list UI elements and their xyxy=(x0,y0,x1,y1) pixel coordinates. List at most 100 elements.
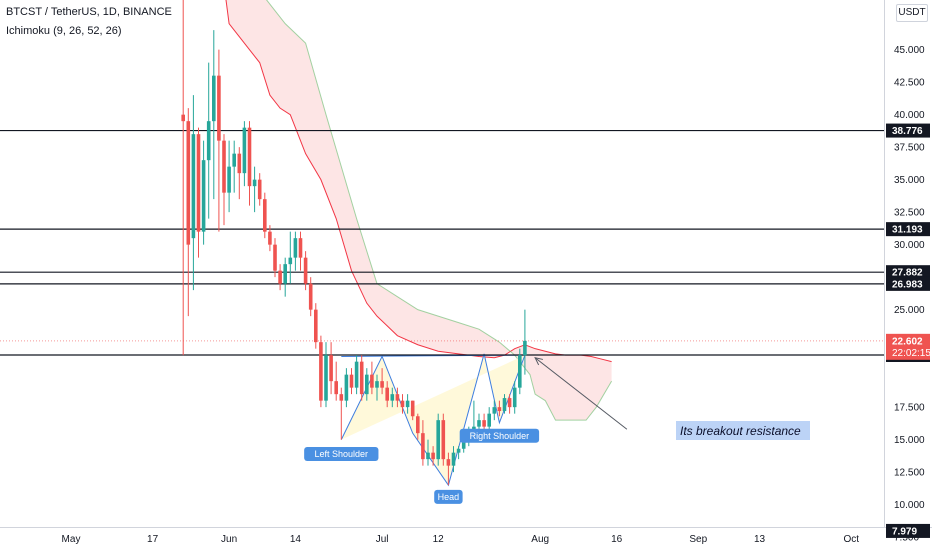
candle-body xyxy=(319,342,323,401)
time-tick-label: May xyxy=(62,534,81,545)
candle-body xyxy=(334,381,338,395)
candle-body xyxy=(263,199,267,232)
price-tick-label: 42.500 xyxy=(894,78,925,89)
candle-body xyxy=(426,452,430,460)
candle xyxy=(492,400,497,421)
candle xyxy=(518,348,522,395)
candle-body xyxy=(523,340,527,356)
price-tick-label: 40.000 xyxy=(894,110,925,121)
candle xyxy=(263,192,267,239)
candle xyxy=(365,368,369,401)
level-label-bg xyxy=(886,123,930,138)
annotation-note: Its breakout resistance xyxy=(676,421,810,440)
level-label-bg xyxy=(886,222,930,237)
time-tick-label: Sep xyxy=(689,534,707,545)
time-tick-label: 12 xyxy=(433,534,445,545)
pattern-label: Right Shoulder xyxy=(459,428,540,443)
candle-body xyxy=(416,416,420,434)
price-tick-label: 32.500 xyxy=(894,208,925,219)
annotation-arrowhead xyxy=(534,357,544,366)
candle-body xyxy=(507,398,512,408)
candle-body xyxy=(217,75,221,141)
candle-body xyxy=(201,160,206,232)
candle-body xyxy=(283,264,287,284)
candle xyxy=(441,413,446,466)
candle-body xyxy=(186,121,191,245)
candle-body xyxy=(227,166,231,193)
candle-body xyxy=(298,238,303,258)
indicator-legend[interactable]: Ichimoku (9, 26, 52, 26) xyxy=(4,24,124,38)
candle-body xyxy=(497,407,502,412)
level-price-label: 31.193 xyxy=(886,222,930,237)
candle xyxy=(237,147,242,200)
candle-body xyxy=(492,407,497,414)
candle xyxy=(232,140,236,193)
candle-body xyxy=(451,452,456,466)
candle-body xyxy=(293,238,298,258)
candle xyxy=(405,394,410,414)
level-label-text: 31.193 xyxy=(892,225,923,236)
candle xyxy=(293,231,298,271)
candle-body xyxy=(314,309,318,343)
level-price-label: 27.882 xyxy=(886,265,930,280)
candle-body xyxy=(512,387,517,408)
candle-body xyxy=(385,387,389,401)
candle xyxy=(502,394,507,414)
candle-body xyxy=(222,140,226,193)
candle-body xyxy=(212,75,216,122)
price-tick-label: 45.000 xyxy=(894,45,925,56)
price-tick-label: 35.000 xyxy=(894,175,925,186)
candle-body xyxy=(206,121,211,161)
candle xyxy=(303,251,308,291)
time-tick-label: Jul xyxy=(376,534,389,545)
candle-body xyxy=(354,361,359,388)
price-tick-label: 37.500 xyxy=(894,143,925,154)
candle-body xyxy=(303,257,308,284)
candle xyxy=(283,257,287,297)
candle xyxy=(344,368,349,408)
candle xyxy=(416,413,420,440)
candle xyxy=(451,446,456,473)
candle-body xyxy=(242,127,247,174)
candle xyxy=(385,381,389,408)
cloud-span-a-line xyxy=(266,0,613,421)
candle-body xyxy=(349,374,354,388)
last-price-bg xyxy=(886,333,930,360)
candle xyxy=(523,309,527,375)
candle-body xyxy=(405,400,410,408)
candle-body xyxy=(482,420,486,427)
candle xyxy=(181,0,185,356)
candle xyxy=(410,400,415,421)
candle xyxy=(319,335,323,408)
candle xyxy=(456,446,461,460)
candle xyxy=(268,225,272,252)
candle xyxy=(421,420,425,466)
candle xyxy=(339,387,344,440)
candle-body xyxy=(232,153,236,167)
time-tick-label: Oct xyxy=(844,534,860,545)
currency-button[interactable]: USDT xyxy=(896,4,928,22)
time-tick-label: 13 xyxy=(754,534,766,545)
level-label-bg xyxy=(886,276,930,291)
pattern-label-text: Right Shoulder xyxy=(470,431,530,441)
price-tick-label: 17.500 xyxy=(894,403,925,414)
candle-body xyxy=(390,394,395,401)
candle-body xyxy=(436,420,440,460)
candle xyxy=(288,231,293,284)
candle-body xyxy=(395,394,400,401)
candle xyxy=(191,95,196,291)
candle-body xyxy=(487,413,491,427)
candle-body xyxy=(288,257,293,265)
candle-body xyxy=(380,381,384,388)
candle xyxy=(395,387,400,408)
candle xyxy=(227,140,231,213)
candle xyxy=(201,140,206,245)
pattern-label-text: Head xyxy=(438,492,460,502)
candle-body xyxy=(502,398,507,412)
price-tick-label: 25.000 xyxy=(894,305,925,316)
candle xyxy=(512,381,517,414)
level-label-text: 38.776 xyxy=(892,126,923,137)
candle-body xyxy=(400,400,405,408)
